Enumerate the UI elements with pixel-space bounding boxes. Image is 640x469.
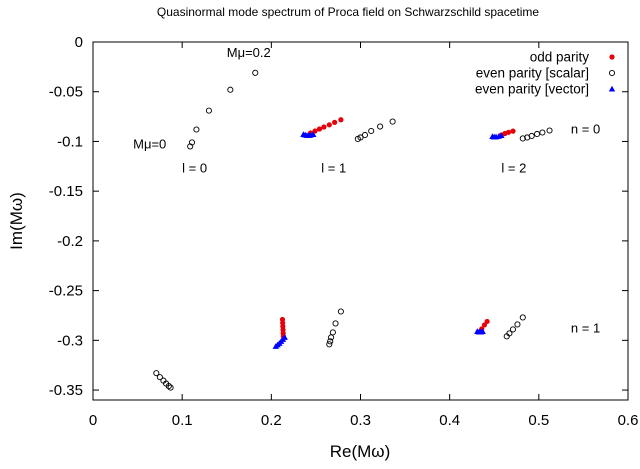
data-point xyxy=(165,383,172,390)
annotation-label: Mμ=0 xyxy=(133,136,166,151)
chart-annotations: Mμ=0.2 Mμ=0 l = 0 l = 1 l = 2 n = 0 n = 1 xyxy=(133,45,600,335)
annotation-label: l = 1 xyxy=(321,160,346,175)
x-tick-label: 0 xyxy=(89,412,97,429)
data-point xyxy=(326,341,333,348)
data-point xyxy=(514,321,521,328)
data-point xyxy=(389,118,396,125)
legend-label: even parity [scalar] xyxy=(476,66,589,81)
data-point xyxy=(377,123,384,130)
data-point xyxy=(519,314,526,321)
data-point xyxy=(519,135,526,142)
data-point xyxy=(321,124,327,130)
data-point xyxy=(498,132,505,139)
x-tick-label: 0.6 xyxy=(618,412,639,429)
data-point xyxy=(534,130,541,138)
x-tick-label: 0.3 xyxy=(350,412,371,429)
data-point xyxy=(505,129,512,135)
data-point xyxy=(329,329,336,336)
data-point xyxy=(193,126,200,133)
y-axis-label: Im(Mω) xyxy=(7,192,26,250)
y-tick-label: -0.3 xyxy=(57,332,83,349)
data-points xyxy=(153,69,553,391)
data-point xyxy=(509,326,517,333)
data-point xyxy=(361,131,369,139)
data-point xyxy=(156,374,163,381)
data-point xyxy=(327,338,334,345)
legend-marker xyxy=(608,85,616,92)
x-tick-label: 0.4 xyxy=(439,412,460,429)
data-point xyxy=(337,308,344,315)
legend-marker xyxy=(608,69,616,77)
chart-title: Quasinormal mode spectrum of Proca field… xyxy=(157,5,539,19)
data-point xyxy=(316,126,323,132)
data-point xyxy=(167,384,174,391)
data-point xyxy=(153,370,160,377)
y-tick-label: -0.1 xyxy=(57,133,83,150)
y-tick-label: -0.25 xyxy=(49,283,83,300)
data-point xyxy=(479,328,486,334)
data-point xyxy=(227,86,234,93)
series-2-points xyxy=(272,131,505,349)
legend-marker xyxy=(609,54,615,60)
legend-label: even parity [vector] xyxy=(475,82,589,97)
x-axis-label: Re(Mω) xyxy=(330,442,391,461)
data-point xyxy=(539,129,546,136)
data-point xyxy=(310,131,317,138)
data-point xyxy=(332,119,338,125)
data-point xyxy=(205,107,212,114)
y-tick-label: -0.15 xyxy=(49,183,83,200)
annotation-label: n = 1 xyxy=(571,320,600,335)
data-point xyxy=(506,330,513,337)
data-point xyxy=(188,139,196,146)
x-tick-label: 0.1 xyxy=(172,412,193,429)
data-point xyxy=(187,143,194,150)
legend-label: odd parity xyxy=(530,50,590,65)
annotation-label: l = 0 xyxy=(182,160,207,175)
axis-ticks: 0 0.1 0.2 0.3 0.4 0.5 0.6 0 -0.05 -0.1 -0.15 -0.2 -0… xyxy=(49,34,639,429)
y-tick-label: -0.35 xyxy=(49,382,83,399)
annotation-label: l = 2 xyxy=(501,160,526,175)
x-tick-label: 0.2 xyxy=(261,412,282,429)
data-point xyxy=(338,117,344,123)
data-point xyxy=(357,134,364,141)
x-tick-label: 0.5 xyxy=(528,412,549,429)
y-tick-label: -0.2 xyxy=(57,233,83,250)
data-point xyxy=(368,127,375,135)
data-point xyxy=(528,132,535,140)
series-0-points xyxy=(279,117,516,339)
data-point xyxy=(484,318,490,325)
annotation-label: Mμ=0.2 xyxy=(227,45,271,60)
y-tick-label: 0 xyxy=(75,34,83,51)
series-1-points xyxy=(153,69,553,391)
data-point xyxy=(332,320,339,327)
data-point xyxy=(281,334,288,340)
annotation-label: n = 0 xyxy=(571,121,600,136)
data-point xyxy=(252,69,259,76)
data-point xyxy=(326,122,332,128)
data-point xyxy=(510,128,516,134)
y-tick-label: -0.05 xyxy=(49,84,83,101)
data-point xyxy=(546,127,553,134)
